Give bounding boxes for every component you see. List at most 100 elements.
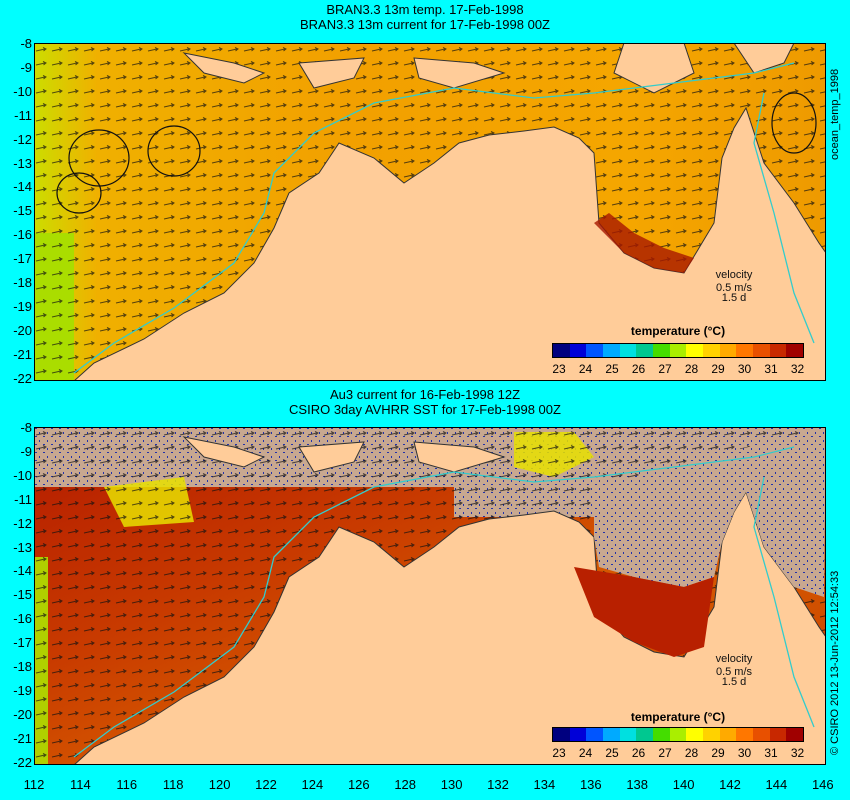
bottom-y-tick: -16 — [13, 611, 32, 627]
x-tick: 118 — [162, 777, 184, 792]
top-y-tick: -16 — [13, 227, 32, 243]
bottom-title-line1: Au3 current for 16-Feb-1998 12Z — [329, 387, 521, 402]
top-colorbar-swatch — [719, 344, 737, 357]
top-colorbar-tick: 24 — [578, 362, 593, 376]
top-y-tick: -22 — [13, 370, 32, 386]
top-y-tick: -18 — [13, 275, 32, 290]
bottom-colorbar-swatch — [569, 728, 587, 741]
bottom-colorbar-swatch — [769, 728, 787, 741]
bottom-colorbar-swatch — [736, 728, 754, 741]
top-title-line2: BRAN3.3 13m current for 17-Feb-1998 00Z — [299, 17, 550, 32]
bottom-y-tick: -22 — [13, 754, 32, 770]
bottom-gulf-warm — [574, 567, 714, 657]
top-colorbar-swatch — [619, 344, 637, 357]
x-tick: 112 — [23, 777, 45, 792]
top-colorbar-tick: 27 — [658, 362, 672, 376]
top-y-tick: -13 — [13, 155, 32, 171]
top-y-tick: -10 — [13, 83, 32, 99]
bottom-y-tick: -21 — [13, 730, 32, 746]
top-colorbar-swatch — [753, 344, 770, 357]
top-island-5 — [733, 43, 795, 74]
x-tick: 146 — [811, 777, 834, 792]
top-colorbar-swatch — [786, 344, 804, 357]
top-island-2 — [298, 57, 365, 89]
top-velocity-label: velocity — [715, 269, 753, 281]
bottom-island-3 — [413, 441, 506, 473]
x-tick: 128 — [394, 777, 417, 792]
top-colorbar-tick: 31 — [764, 362, 778, 376]
bottom-title-line2: CSIRO 3day AVHRR SST for 17-Feb-1998 00Z — [289, 402, 561, 417]
top-map-panel — [34, 43, 826, 381]
bottom-map-svg — [34, 427, 826, 765]
top-colorbar-title: temperature (°C) — [630, 324, 726, 338]
top-colorbar-tick: 28 — [684, 362, 699, 376]
bottom-colorbar-tick: 26 — [631, 746, 646, 760]
top-eddy-3 — [56, 172, 102, 214]
top-australia-land — [73, 106, 826, 381]
bottom-colorbar-tick: 25 — [605, 746, 619, 760]
top-colorbar-swatch — [603, 344, 620, 357]
x-tick: 134 — [533, 777, 556, 792]
top-y-tick: -17 — [13, 251, 32, 267]
x-tick: 136 — [579, 777, 602, 792]
top-y-tick: -11 — [14, 107, 32, 123]
bottom-colorbar — [552, 727, 804, 742]
bottom-y-tick: -19 — [13, 682, 32, 698]
x-tick: 130 — [440, 777, 463, 792]
x-tick: 132 — [487, 777, 509, 792]
x-tick: 144 — [765, 777, 788, 792]
top-velocity-scale: 0.5 m/s — [715, 282, 753, 294]
x-tick: 124 — [301, 777, 324, 792]
top-colorbar-swatch — [586, 344, 604, 357]
top-y-tick: -8 — [20, 36, 32, 51]
top-colorbar-swatch — [769, 344, 787, 357]
bottom-velocity-label: velocity — [715, 653, 753, 665]
bottom-y-tick: -17 — [13, 635, 32, 651]
bottom-island-1 — [182, 436, 266, 468]
bottom-australia-land — [73, 490, 826, 765]
bottom-colorbar-swatch — [753, 728, 770, 741]
top-eddy-2 — [147, 125, 201, 177]
bottom-isobath-line-east — [753, 476, 815, 728]
top-title-line1: BRAN3.3 13m temp. 17-Feb-1998 — [326, 2, 524, 17]
x-tick: 138 — [626, 777, 649, 792]
top-colorbar — [552, 343, 804, 358]
top-colorbar-tick: 30 — [737, 362, 752, 376]
bottom-y-tick: -9 — [20, 443, 32, 459]
x-tick: 140 — [672, 777, 695, 792]
x-tick: 116 — [116, 777, 138, 792]
top-isobath-line — [73, 62, 795, 374]
bottom-y-tick: -11 — [14, 491, 32, 507]
bottom-y-tick: -12 — [13, 515, 32, 531]
bottom-colorbar-tick: 27 — [658, 746, 672, 760]
top-y-tick: -21 — [13, 346, 32, 362]
bottom-colorbar-swatch — [719, 728, 737, 741]
top-island-1 — [182, 52, 266, 84]
top-eddy-1 — [68, 129, 130, 187]
top-colorbar-tick: 25 — [605, 362, 619, 376]
top-colorbar-swatch — [569, 344, 587, 357]
top-eddy-4 — [771, 92, 817, 154]
top-island-3 — [413, 57, 506, 89]
top-isobath-line-east — [753, 92, 815, 344]
bottom-colorbar-swatch — [686, 728, 704, 741]
bottom-colorbar-swatch — [553, 728, 570, 741]
side-label-bottom: © CSIRO 2012 13-Jun-2012 12:54:33 — [829, 570, 841, 755]
bottom-colorbar-swatch — [586, 728, 604, 741]
top-colorbar-swatch — [636, 344, 654, 357]
bottom-colorbar-tick: 32 — [790, 746, 805, 760]
bottom-colorbar-tick: 23 — [552, 746, 566, 760]
bottom-colorbar-swatch — [786, 728, 804, 741]
bottom-y-tick: -10 — [13, 467, 32, 483]
top-colorbar-tick: 23 — [552, 362, 566, 376]
top-velocity-days: 1.5 d — [721, 292, 747, 304]
bottom-y-tick: -13 — [13, 539, 32, 555]
top-colorbar-swatch — [669, 344, 687, 357]
top-colorbar-tick: 26 — [631, 362, 646, 376]
side-label-top: ocean_temp_1998 — [829, 68, 841, 160]
bottom-y-tick: -8 — [20, 420, 32, 435]
top-colorbar-swatch — [703, 344, 720, 357]
x-tick: 120 — [208, 777, 231, 792]
bottom-y-tick: -14 — [13, 563, 32, 579]
bottom-colorbar-tick: 31 — [764, 746, 778, 760]
